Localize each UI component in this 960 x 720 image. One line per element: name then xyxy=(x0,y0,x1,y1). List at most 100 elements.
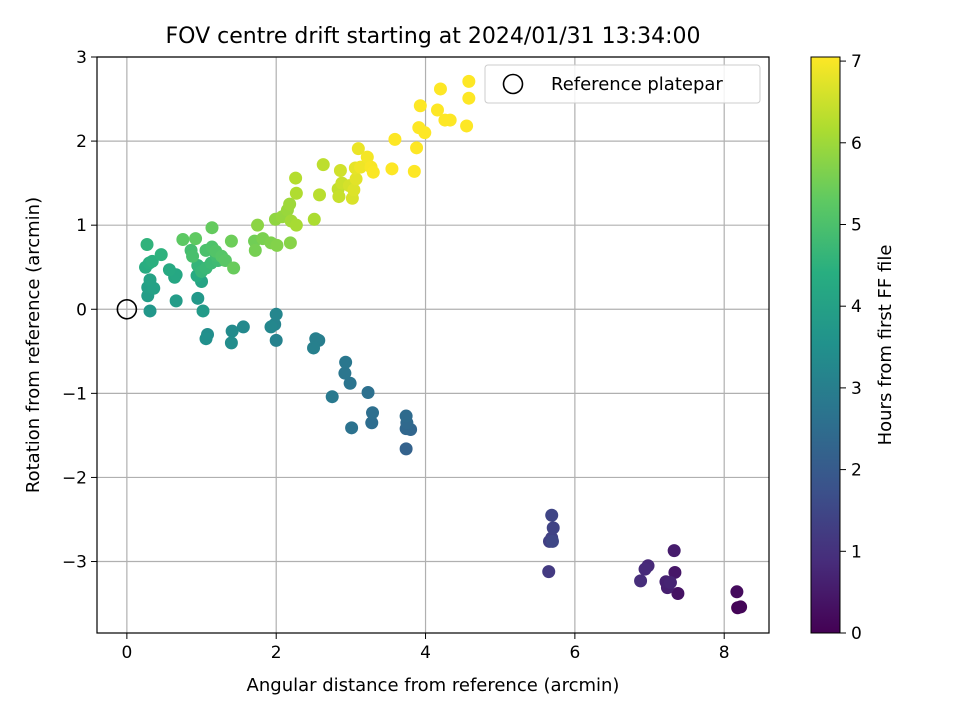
data-point xyxy=(236,320,250,334)
data-point xyxy=(349,172,363,186)
data-point xyxy=(671,586,685,600)
y-axis-label: Rotation from reference (arcmin) xyxy=(23,197,44,493)
y-tick-label: −3 xyxy=(62,553,87,573)
colorbar-label: Hours from first FF file xyxy=(875,245,896,446)
data-point xyxy=(218,253,232,267)
data-point xyxy=(199,332,213,346)
data-point xyxy=(248,243,262,257)
data-point xyxy=(351,142,365,156)
colorbar-ticks: 0 1 2 3 4 5 6 7 xyxy=(840,52,862,644)
plot-frame xyxy=(96,56,770,634)
data-point xyxy=(289,186,303,200)
data-point xyxy=(333,164,347,178)
x-tick-label: 0 xyxy=(121,643,132,663)
data-point xyxy=(634,574,648,588)
y-tick-label: 3 xyxy=(76,48,87,68)
data-point xyxy=(462,74,476,88)
data-point xyxy=(638,562,652,576)
data-point xyxy=(338,366,352,380)
data-point xyxy=(413,99,427,113)
data-point xyxy=(269,333,283,347)
y-tick-label: 0 xyxy=(76,300,87,320)
y-tick-label: −2 xyxy=(62,468,87,488)
data-point xyxy=(667,544,681,558)
data-point xyxy=(388,132,402,146)
colorbar-tick-label: 4 xyxy=(851,297,862,317)
data-point xyxy=(313,188,327,202)
data-point xyxy=(270,238,284,252)
data-point xyxy=(347,183,361,197)
data-point xyxy=(730,585,744,599)
data-point xyxy=(332,190,346,204)
data-point xyxy=(191,291,205,305)
x-tick-label: 8 xyxy=(719,643,730,663)
data-point xyxy=(269,307,283,321)
colorbar-tick-label: 0 xyxy=(851,624,862,644)
x-tick-label: 6 xyxy=(569,643,580,663)
colorbar-tick-label: 6 xyxy=(851,134,862,154)
data-point xyxy=(734,600,748,614)
colorbar-tick-label: 7 xyxy=(851,52,862,72)
data-point xyxy=(345,421,359,435)
y-axis-ticks: −3 −2 −1 0 1 2 3 xyxy=(62,48,97,573)
data-point xyxy=(162,263,176,277)
data-point xyxy=(365,416,379,430)
data-point xyxy=(140,238,154,252)
data-point xyxy=(339,355,353,369)
data-point xyxy=(360,150,374,164)
colorbar: 0 1 2 3 4 5 6 7 Hours from first FF file xyxy=(810,52,896,644)
data-point xyxy=(443,113,457,127)
data-point xyxy=(283,236,297,250)
data-point xyxy=(224,234,238,248)
y-tick-label: −1 xyxy=(62,384,87,404)
data-point xyxy=(545,508,559,522)
data-point xyxy=(143,304,157,318)
x-tick-label: 2 xyxy=(271,643,282,663)
data-point xyxy=(430,103,444,117)
chart-title: FOV centre drift starting at 2024/01/31 … xyxy=(166,24,701,49)
data-point xyxy=(316,158,330,172)
data-point xyxy=(227,261,241,275)
data-point xyxy=(668,565,682,579)
x-tick-label: 4 xyxy=(420,643,431,663)
y-tick-label: 1 xyxy=(76,216,87,236)
data-point xyxy=(399,442,413,456)
data-point xyxy=(176,232,190,246)
data-point xyxy=(307,341,321,355)
data-point xyxy=(366,165,380,179)
legend: Reference platepar xyxy=(484,64,761,104)
data-point xyxy=(433,82,447,96)
data-point xyxy=(251,218,265,232)
data-point xyxy=(545,534,559,548)
data-point xyxy=(145,254,159,268)
x-axis-ticks: 0 2 4 6 8 xyxy=(121,633,730,663)
colorbar-tick-label: 5 xyxy=(851,215,862,235)
colorbar-gradient xyxy=(810,56,841,634)
data-point xyxy=(225,324,239,338)
data-point xyxy=(307,212,321,226)
data-point xyxy=(546,521,560,535)
scatter-points xyxy=(139,74,748,615)
data-point xyxy=(663,576,677,590)
data-point xyxy=(325,390,339,404)
data-point xyxy=(169,294,183,308)
data-point xyxy=(189,232,203,246)
data-point xyxy=(366,406,380,420)
reference-point-marker xyxy=(116,298,138,320)
plot-area xyxy=(97,57,769,633)
legend-box xyxy=(484,64,761,104)
data-point xyxy=(289,218,303,232)
data-point xyxy=(399,409,413,423)
legend-reference-marker xyxy=(502,73,524,95)
data-point xyxy=(224,336,238,350)
colorbar-tick-label: 1 xyxy=(851,542,862,562)
data-point xyxy=(289,171,303,185)
x-axis-label: Angular distance from reference (arcmin) xyxy=(247,675,620,696)
data-point xyxy=(460,119,474,133)
data-point xyxy=(361,386,375,400)
y-tick-label: 2 xyxy=(76,132,87,152)
data-point xyxy=(143,273,157,287)
data-point xyxy=(264,320,278,334)
data-point xyxy=(354,160,368,174)
